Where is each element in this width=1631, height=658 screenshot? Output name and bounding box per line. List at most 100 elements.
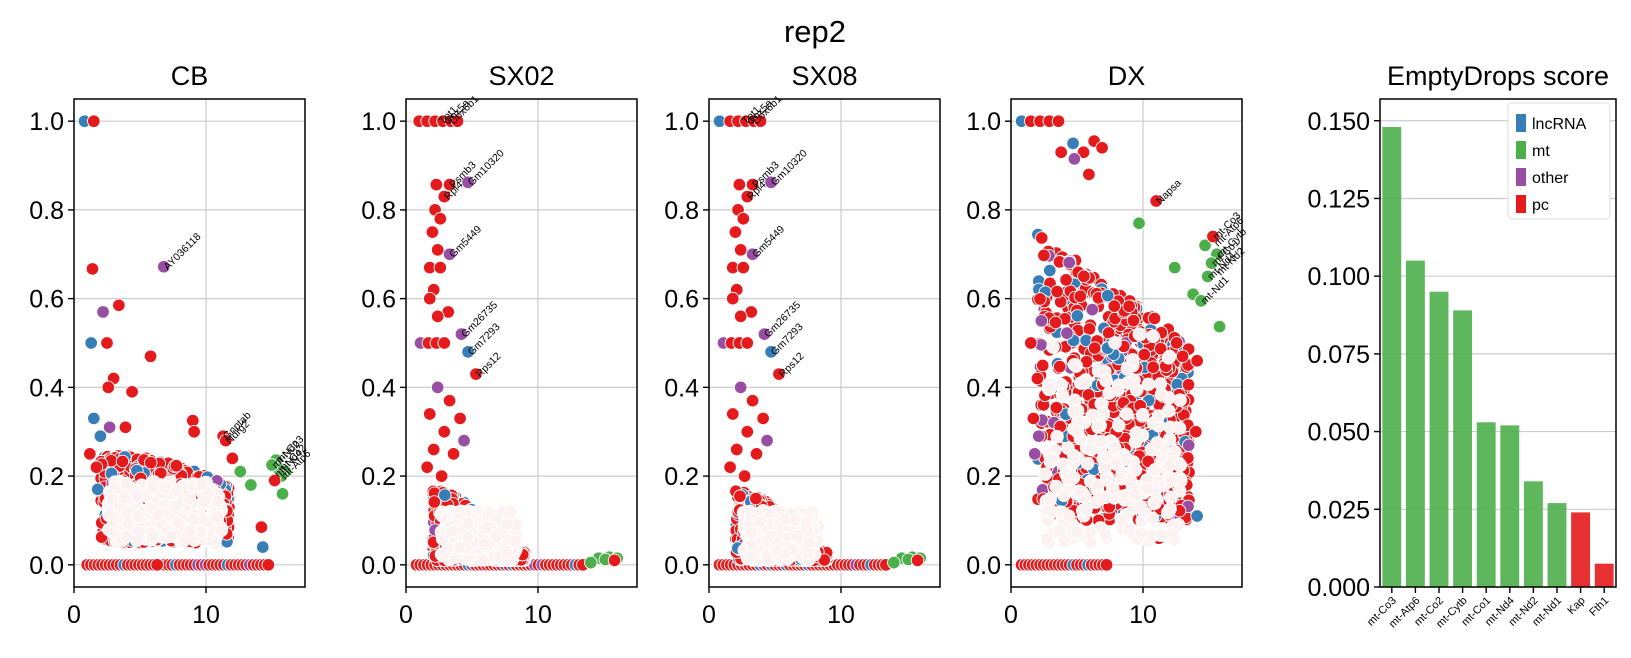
panel-4: EmptyDrops scoremt-Co3mt-Atp6mt-Co2mt-Cy…: [1307, 61, 1617, 630]
scatter-point-pc: [442, 177, 457, 192]
scatter-point-cloud: [1169, 336, 1184, 350]
scatter-point-core: [1050, 429, 1064, 444]
axes-frame: [405, 98, 638, 588]
scatter-point-pc: [433, 260, 448, 275]
scatter-point-core: [1120, 407, 1134, 421]
scatter-point-core: [1091, 478, 1105, 493]
scatter-point-pc: [1051, 114, 1066, 128]
bar-mt-Co3: [1382, 126, 1402, 588]
scatter-point-core: [1083, 525, 1097, 540]
scatter-point-pc: [434, 469, 449, 483]
scatter-point-pc: [745, 177, 760, 192]
scatter-point-pc: [1189, 424, 1203, 439]
scatter-point-core: [195, 477, 209, 491]
scatter-point-core: [183, 523, 197, 538]
y-tick-label: 1.0: [361, 108, 396, 136]
scatter-point-cloud: [427, 495, 442, 509]
scatter-point-core: [1126, 353, 1140, 367]
scatter-point-pc: [756, 411, 770, 426]
panel-3: DXNapsamt-Co3mt-Atp6mt-Cytbmt-Co1mt-Nd4m…: [966, 61, 1249, 629]
scatter-point-pc: [437, 424, 452, 439]
scatter-point-core: [1114, 512, 1128, 527]
x-tick-label: 0: [67, 601, 81, 629]
panel-0: CBAY036118GnptabNdrg2mt-Co3mt-Nd2mt-Co2m…: [29, 61, 313, 629]
scatter-point-core: [1039, 531, 1054, 546]
scatter-point-core: [1049, 479, 1063, 494]
scatter-point-core: [1164, 474, 1178, 488]
scatter-point-core: [461, 516, 476, 530]
bar-mt-Cytb: [1453, 310, 1473, 587]
scatter-point-other: [96, 305, 110, 319]
scatter-point-mt: [1212, 319, 1227, 334]
scatter-point-pc: [1175, 349, 1190, 364]
y-tick-label: 0.0: [29, 552, 64, 580]
x-tick-label: 10: [192, 601, 220, 629]
scatter-point-core: [1164, 490, 1178, 505]
scatter-point-pc: [737, 469, 752, 483]
scatter-point-core: [146, 529, 160, 544]
scatter-point-core: [1055, 388, 1070, 402]
scatter-point-cloud: [169, 458, 184, 473]
scatter-points: [409, 114, 624, 572]
scatter-point-core: [1094, 434, 1109, 449]
scatter-point-cloud: [115, 454, 130, 469]
scatter-point-core: [1091, 420, 1105, 434]
y-tick-label: 0.0: [664, 552, 699, 580]
scatter-point-pc: [423, 291, 437, 306]
scatter-point-other: [457, 433, 471, 448]
scatter-point-pc: [420, 460, 434, 474]
scatter-point-core: [170, 483, 184, 497]
scatter-point-other: [760, 433, 774, 448]
scatter-point-cloud: [1181, 438, 1196, 453]
scatter-point-mt: [233, 464, 248, 479]
gene-label: Rps12: [474, 350, 504, 380]
panel-title: CB: [171, 61, 209, 91]
scatter-point-core: [1121, 376, 1135, 390]
axes-frame: [1010, 98, 1243, 588]
scatter-point-core: [1173, 458, 1187, 473]
y-tick-label: 0.0: [966, 552, 1001, 580]
scatter-point-cloud: [1137, 347, 1152, 362]
scatter-point-core: [1099, 374, 1113, 388]
scatter-point-pc: [728, 225, 743, 239]
scatter-point-pc: [753, 114, 768, 128]
scatter-point-pc: [745, 393, 760, 408]
scatter-point-core: [1111, 383, 1125, 397]
scatter-point-zero: [1099, 558, 1114, 572]
scatter-point-core: [1150, 436, 1165, 450]
scatter-point-core: [1085, 408, 1100, 423]
scatter-point-other: [454, 327, 469, 341]
scatter-point-core: [1148, 463, 1162, 477]
x-tick-label: 0: [399, 601, 413, 629]
scatter-point-core: [745, 537, 760, 552]
scatter-point-core: [186, 512, 201, 526]
scatter-point-pc: [733, 243, 748, 257]
scatter-point-core: [500, 517, 514, 531]
scatter-point-pc: [1095, 141, 1109, 155]
scatter-point-cloud: [1053, 359, 1067, 374]
panel-title: SX02: [488, 61, 554, 91]
scatter-point-pc: [740, 189, 755, 204]
scatter-point-core: [1140, 482, 1155, 496]
scatter-point-core: [435, 548, 449, 562]
scatter-point-pc: [429, 177, 444, 192]
bar-mt-Co1: [1476, 422, 1496, 587]
scatter-point-core: [788, 513, 802, 528]
scatter-point-core: [1162, 458, 1176, 473]
scatter-point-pc: [426, 442, 441, 457]
scatter-point-pc: [469, 367, 483, 381]
scatter-point-pc: [219, 433, 233, 448]
scatter-point-pc: [125, 385, 139, 399]
scatter-point-lncRNA: [91, 482, 105, 497]
scatter-point-mt: [1132, 216, 1146, 230]
scatter-point-pc: [1190, 353, 1204, 368]
scatter-point-cloud: [144, 455, 158, 470]
scatter-point-mt: [1167, 260, 1182, 275]
y-tick-label: 0.4: [29, 374, 64, 402]
scatter-point-core: [119, 476, 134, 491]
scatter-point-pc: [254, 520, 269, 534]
scatter-point-pc: [1054, 145, 1068, 159]
scatter-point-core: [477, 537, 491, 551]
scatter-point-cloud: [1037, 248, 1051, 263]
scatter-point-mt: [1204, 256, 1219, 270]
